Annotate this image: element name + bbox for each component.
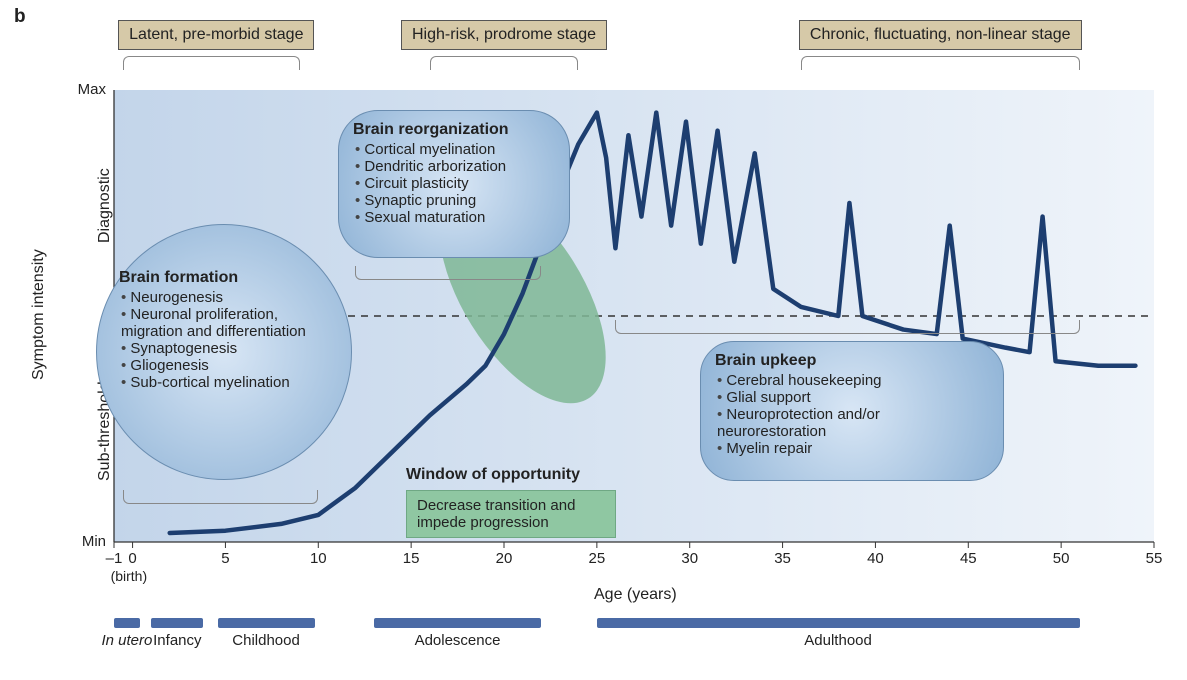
x-tick-label: 15 xyxy=(403,550,420,567)
x-tick-label: 20 xyxy=(496,550,513,567)
lifestage-bar xyxy=(151,618,203,628)
bubble-item: Sub-cortical myelination xyxy=(121,374,333,391)
bubble-upkeep: Brain upkeep Cerebral housekeepingGlial s… xyxy=(700,341,1004,481)
bubble-item: Glial support xyxy=(717,389,989,406)
x-tick-label: 35 xyxy=(774,550,791,567)
x-tick-label: 45 xyxy=(960,550,977,567)
bubble-item: Myelin repair xyxy=(717,440,989,457)
bubble-item: Synaptogenesis xyxy=(121,340,333,357)
x-tick-label: 40 xyxy=(867,550,884,567)
lifestage-label: In utero xyxy=(102,632,153,649)
stage-box: High-risk, prodrome stage xyxy=(401,20,607,50)
bubble-item: Sexual maturation xyxy=(355,209,555,226)
lifestage-bar xyxy=(114,618,140,628)
lifestage-bar xyxy=(374,618,541,628)
x-tick-label: 0 xyxy=(128,550,136,567)
bubble-bracket xyxy=(615,320,1079,334)
x-tick-label: –1 xyxy=(106,550,123,567)
lifestage-label: Childhood xyxy=(232,632,300,649)
bubble-item: Cortical myelination xyxy=(355,141,555,158)
y-tick-label: Max xyxy=(66,81,106,98)
bubble-item: Circuit plasticity xyxy=(355,175,555,192)
x-sublabel-birth: (birth) xyxy=(111,568,148,584)
window-title: Window of opportunity xyxy=(406,466,580,484)
bubble-title: Brain formation xyxy=(119,269,333,287)
window-box: Decrease transition and impede progressi… xyxy=(406,490,616,538)
bubble-bracket xyxy=(355,266,541,280)
bubble-item: Dendritic arborization xyxy=(355,158,555,175)
x-tick-label: 25 xyxy=(589,550,606,567)
figure-root: b MinSub-thresholdDiagnosticMax –1051015… xyxy=(0,0,1187,680)
bubble-item: Synaptic pruning xyxy=(355,192,555,209)
bubble-formation: Brain formation NeurogenesisNeuronal prol… xyxy=(96,224,352,480)
stage-bracket xyxy=(801,56,1080,70)
y-axis-label: Symptom intensity xyxy=(30,249,48,380)
bubble-item: Neurogenesis xyxy=(121,289,333,306)
lifestage-bar xyxy=(218,618,315,628)
x-axis-label: Age (years) xyxy=(594,586,677,604)
x-tick-label: 30 xyxy=(681,550,698,567)
bubble-bracket xyxy=(123,490,318,504)
lifestage-bar xyxy=(597,618,1080,628)
y-tick-label: Min xyxy=(66,533,106,550)
bubble-reorg: Brain reorganization Cortical myelination… xyxy=(338,110,570,258)
stage-bracket xyxy=(123,56,299,70)
lifestage-label: Adolescence xyxy=(415,632,501,649)
lifestage-label: Adulthood xyxy=(804,632,872,649)
bubble-title: Brain reorganization xyxy=(353,121,555,139)
stage-box: Chronic, fluctuating, non-linear stage xyxy=(799,20,1082,50)
stage-box: Latent, pre-morbid stage xyxy=(118,20,314,50)
bubble-item: Neuroprotection and/or neurorestoration xyxy=(717,406,989,440)
bubble-item: Neuronal proliferation, migration and di… xyxy=(121,306,333,340)
bubble-item: Cerebral housekeeping xyxy=(717,372,989,389)
y-tick-label: Diagnostic xyxy=(96,168,114,243)
stage-bracket xyxy=(430,56,579,70)
x-tick-label: 50 xyxy=(1053,550,1070,567)
bubble-title: Brain upkeep xyxy=(715,352,989,370)
x-tick-label: 55 xyxy=(1146,550,1163,567)
x-tick-label: 5 xyxy=(221,550,229,567)
x-tick-label: 10 xyxy=(310,550,327,567)
bubble-item: Gliogenesis xyxy=(121,357,333,374)
lifestage-label: Infancy xyxy=(153,632,201,649)
